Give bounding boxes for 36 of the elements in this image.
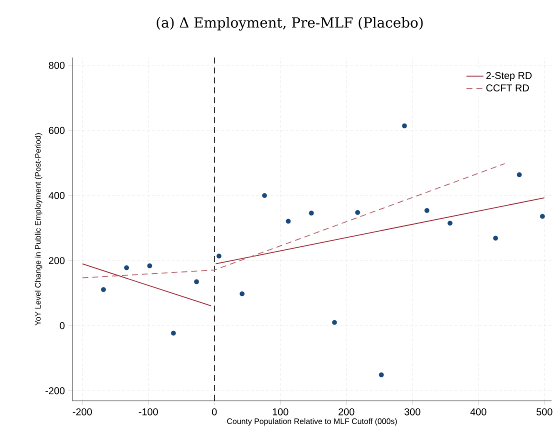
point: [402, 123, 408, 129]
point: [424, 208, 430, 214]
point: [378, 372, 384, 378]
point: [124, 265, 130, 271]
point: [146, 263, 152, 269]
legend-label: 2-Step RD: [486, 72, 532, 82]
x-tick-label: 100: [272, 408, 288, 416]
x-tick-label: 300: [404, 408, 420, 416]
point: [308, 210, 314, 216]
point: [170, 330, 176, 336]
y-tick-label: 800: [48, 62, 65, 70]
y-tick-label: 400: [48, 192, 65, 200]
x-tick-label: 200: [338, 408, 354, 416]
y-tick-label: 0: [60, 322, 65, 330]
y-tick-label: 200: [48, 257, 65, 264]
y-tick-label: 600: [48, 127, 65, 134]
point: [354, 210, 360, 216]
point: [100, 287, 106, 293]
point: [516, 172, 522, 178]
point: [216, 254, 222, 259]
x-tick-label: 400: [470, 408, 486, 416]
point: [492, 236, 498, 242]
x-tick-label: -200: [72, 408, 92, 416]
chart-title: (a) Δ Employment, Pre-MLF (Placebo): [156, 17, 423, 31]
point: [239, 291, 245, 297]
x-tick-label: 500: [536, 408, 552, 416]
legend-label: CCFT RD: [486, 84, 529, 92]
point: [286, 218, 292, 224]
x-tick-label: -100: [138, 408, 158, 416]
point: [194, 279, 200, 285]
point: [447, 220, 453, 226]
x-tick-label: 0: [212, 408, 217, 416]
point: [262, 193, 268, 198]
point: [332, 320, 338, 326]
y-tick-label: -200: [46, 387, 65, 394]
point: [540, 214, 546, 220]
